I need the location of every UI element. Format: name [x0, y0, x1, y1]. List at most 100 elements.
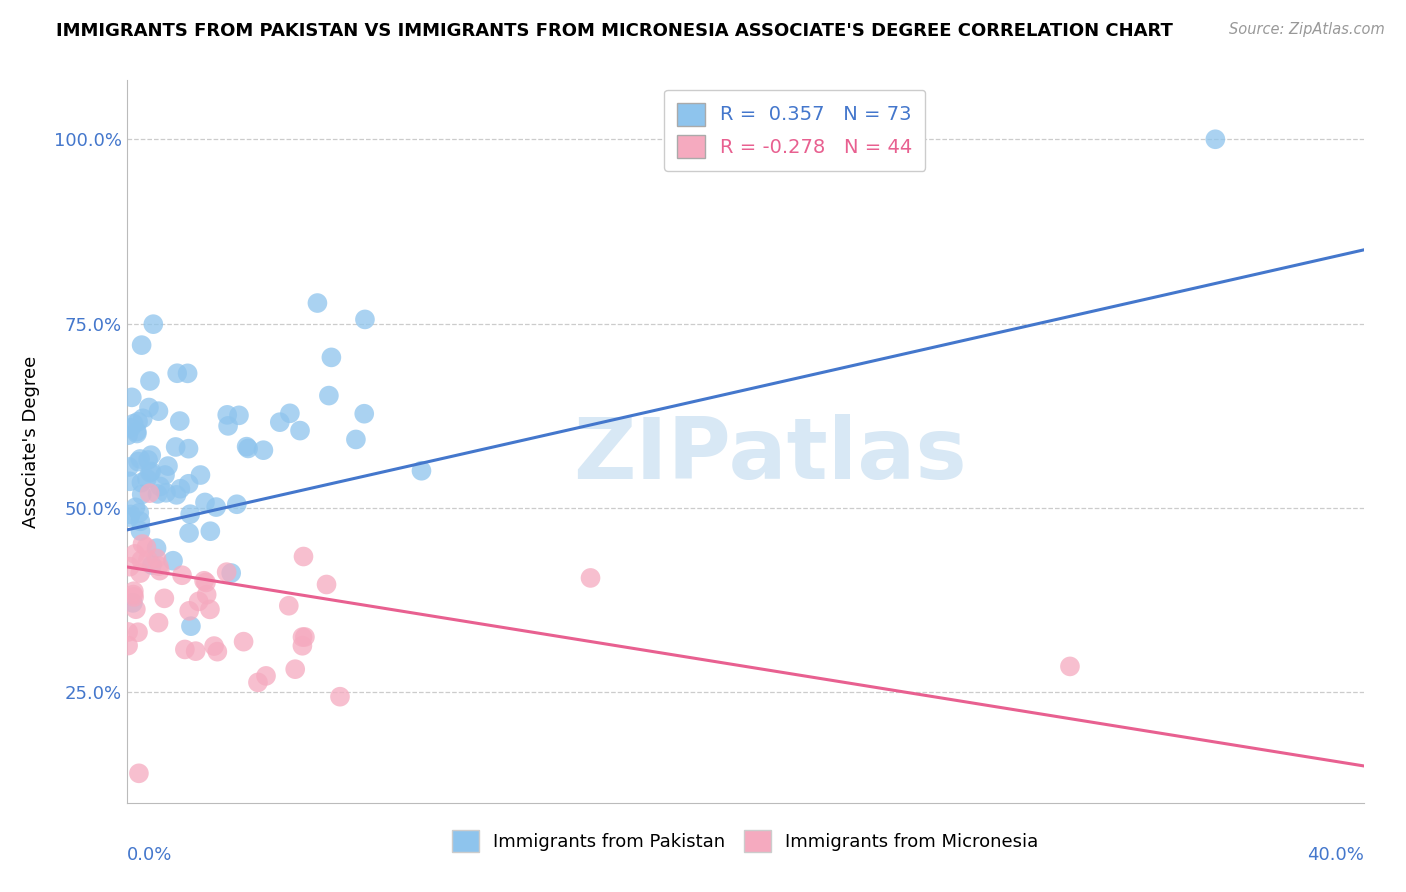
Point: [207, 645, 229, 659]
Text: IMMIGRANTS FROM PAKISTAN VS IMMIGRANTS FROM MICRONESIA ASSOCIATE'S DEGREE CORREL: IMMIGRANTS FROM PAKISTAN VS IMMIGRANTS F…: [56, 22, 1173, 40]
Point: [215, 565, 238, 579]
Point: [146, 487, 169, 501]
Point: [132, 411, 155, 425]
Point: [148, 404, 170, 418]
Point: [138, 486, 160, 500]
Point: [1059, 659, 1081, 673]
Text: 40.0%: 40.0%: [1308, 847, 1364, 864]
Point: [118, 459, 141, 474]
Point: [129, 514, 152, 528]
Point: [315, 577, 337, 591]
Point: [127, 415, 149, 429]
Point: [284, 662, 307, 676]
Point: [117, 639, 139, 653]
Point: [129, 566, 152, 580]
Point: [236, 442, 259, 456]
Point: [294, 630, 316, 644]
Point: [136, 553, 159, 567]
Point: [198, 602, 221, 616]
Point: [217, 418, 239, 433]
Point: [291, 630, 314, 644]
Point: [127, 625, 149, 640]
Point: [411, 464, 433, 478]
Point: [187, 594, 209, 608]
Legend: Immigrants from Pakistan, Immigrants from Micronesia: Immigrants from Pakistan, Immigrants fro…: [444, 822, 1046, 859]
Point: [228, 409, 250, 423]
Point: [225, 497, 247, 511]
Point: [141, 558, 163, 572]
Point: [149, 479, 172, 493]
Point: [254, 669, 277, 683]
Point: [180, 619, 202, 633]
Point: [235, 440, 257, 454]
Point: [269, 415, 291, 429]
Point: [321, 351, 343, 365]
Text: ZIPatlas: ZIPatlas: [574, 415, 967, 498]
Point: [129, 524, 152, 538]
Point: [139, 466, 162, 480]
Point: [124, 500, 146, 515]
Point: [117, 624, 139, 639]
Point: [329, 690, 352, 704]
Point: [138, 401, 160, 415]
Point: [202, 639, 225, 653]
Point: [277, 599, 299, 613]
Point: [131, 475, 153, 490]
Point: [291, 639, 314, 653]
Point: [128, 766, 150, 780]
Point: [141, 448, 163, 462]
Point: [169, 414, 191, 428]
Point: [142, 317, 165, 331]
Point: [246, 675, 269, 690]
Point: [124, 547, 146, 561]
Point: [169, 482, 191, 496]
Point: [141, 465, 163, 479]
Point: [354, 312, 377, 326]
Point: [344, 433, 367, 447]
Point: [122, 588, 145, 602]
Point: [120, 421, 142, 435]
Point: [173, 642, 195, 657]
Point: [135, 472, 157, 486]
Point: [292, 549, 315, 564]
Point: [252, 443, 274, 458]
Point: [162, 554, 184, 568]
Point: [121, 390, 143, 404]
Point: [190, 468, 212, 483]
Point: [219, 566, 242, 580]
Y-axis label: Associate's Degree: Associate's Degree: [21, 355, 39, 528]
Point: [166, 488, 188, 502]
Point: [195, 575, 218, 590]
Point: [153, 591, 176, 606]
Point: [127, 454, 149, 468]
Point: [184, 644, 207, 658]
Point: [194, 495, 217, 509]
Point: [205, 500, 228, 514]
Point: [120, 508, 142, 522]
Point: [122, 590, 145, 604]
Point: [131, 553, 153, 567]
Point: [118, 475, 141, 489]
Point: [156, 459, 179, 474]
Point: [165, 440, 187, 454]
Point: [131, 338, 153, 352]
Point: [155, 485, 177, 500]
Point: [145, 551, 167, 566]
Point: [200, 524, 222, 539]
Point: [121, 596, 143, 610]
Text: Source: ZipAtlas.com: Source: ZipAtlas.com: [1229, 22, 1385, 37]
Point: [135, 540, 157, 554]
Point: [170, 568, 193, 582]
Point: [148, 615, 170, 630]
Point: [176, 367, 198, 381]
Point: [131, 487, 153, 501]
Text: 0.0%: 0.0%: [127, 847, 172, 864]
Point: [318, 388, 340, 402]
Point: [166, 366, 188, 380]
Point: [177, 476, 200, 491]
Point: [217, 408, 239, 422]
Point: [131, 537, 153, 551]
Point: [1204, 132, 1226, 146]
Point: [278, 406, 301, 420]
Point: [125, 602, 148, 616]
